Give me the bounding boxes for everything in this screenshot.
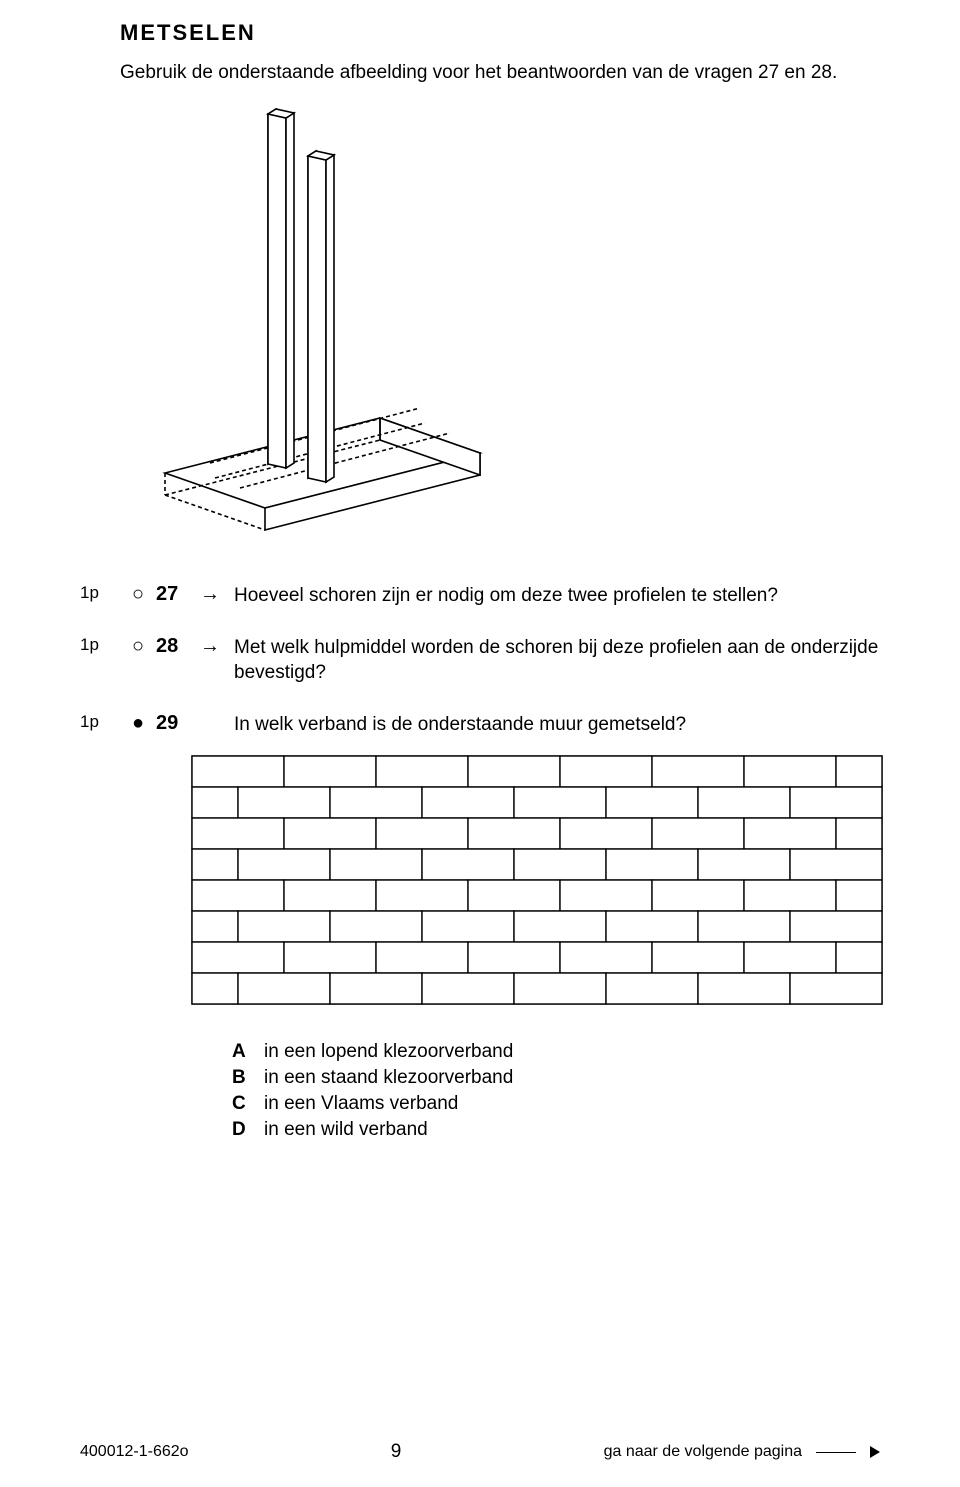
intro-text: Gebruik de onderstaande afbeelding voor … xyxy=(120,62,880,84)
points-label: 1p xyxy=(80,712,120,732)
next-page-text: ga naar de volgende pagina xyxy=(604,1443,802,1461)
page-footer: 400012-1-662o 9 ga naar de volgende pagi… xyxy=(0,1441,960,1463)
figure-brick-wall xyxy=(190,754,880,1011)
option-c: C in een Vlaams verband xyxy=(232,1093,880,1115)
open-answer-icon: ○ xyxy=(120,583,156,606)
open-answer-icon: ○ xyxy=(120,635,156,658)
arrow-icon: → xyxy=(200,635,234,658)
question-text: In welk verband is de onderstaande muur … xyxy=(234,712,880,738)
question-number: 27 xyxy=(156,583,200,606)
option-text: in een staand klezoorverband xyxy=(264,1067,513,1089)
points-label: 1p xyxy=(80,583,120,603)
mc-answer-icon: ● xyxy=(120,712,156,735)
option-letter: C xyxy=(232,1093,264,1115)
option-d: D in een wild verband xyxy=(232,1119,880,1141)
arrow-icon: → xyxy=(200,583,234,606)
option-text: in een Vlaams verband xyxy=(264,1093,458,1115)
option-letter: D xyxy=(232,1119,264,1141)
question-text: Hoeveel schoren zijn er nodig om deze tw… xyxy=(234,583,880,609)
question-27: 1p ○ 27 → Hoeveel schoren zijn er nodig … xyxy=(80,583,880,609)
question-text: Met welk hulpmiddel worden de schoren bi… xyxy=(234,635,880,686)
page-number: 9 xyxy=(391,1441,402,1463)
option-b: B in een staand klezoorverband xyxy=(232,1067,880,1089)
option-letter: B xyxy=(232,1067,264,1089)
footer-line-icon xyxy=(816,1452,856,1453)
points-label: 1p xyxy=(80,635,120,655)
next-page-hint: ga naar de volgende pagina xyxy=(604,1443,880,1461)
doc-id: 400012-1-662o xyxy=(80,1443,189,1461)
answer-options: A in een lopend klezoorverband B in een … xyxy=(232,1041,880,1141)
question-28: 1p ○ 28 → Met welk hulpmiddel worden de … xyxy=(80,635,880,686)
question-number: 28 xyxy=(156,635,200,658)
footer-arrow-icon xyxy=(870,1446,880,1458)
option-text: in een wild verband xyxy=(264,1119,428,1141)
figure-profiles xyxy=(120,108,880,543)
option-letter: A xyxy=(232,1041,264,1063)
question-29: 1p ● 29 In welk verband is de onderstaan… xyxy=(80,712,880,738)
option-a: A in een lopend klezoorverband xyxy=(232,1041,880,1063)
section-title: METSELEN xyxy=(120,20,880,46)
option-text: in een lopend klezoorverband xyxy=(264,1041,513,1063)
question-number: 29 xyxy=(156,712,200,735)
